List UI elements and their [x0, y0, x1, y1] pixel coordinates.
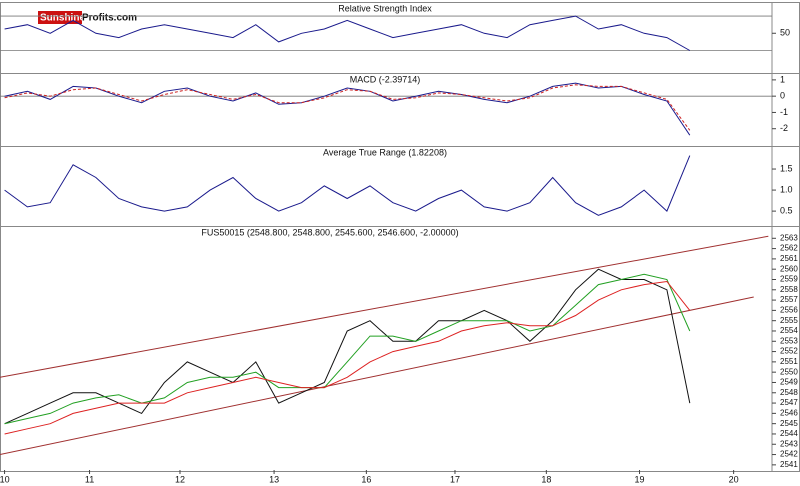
y-tick-label: 2555 [780, 316, 798, 325]
series-line [4, 280, 691, 435]
y-tick-label: 0 [780, 91, 785, 101]
series-line [4, 15, 691, 51]
x-tick-label: 13 [269, 474, 279, 484]
y-tick-label: 2559 [780, 275, 798, 284]
y-tick-label: 1.5 [780, 163, 793, 173]
y-tick-label: 2553 [780, 336, 798, 345]
trend-line [0, 296, 754, 456]
trend-line [0, 235, 769, 378]
logo-domain: Profits.com [82, 13, 137, 24]
y-tick-label: 2550 [780, 367, 798, 376]
logo-brand: Sunshine [40, 13, 85, 24]
y-tick-label: 2549 [780, 378, 798, 387]
panel-title: MACD (-2.39714) [350, 74, 421, 84]
x-tick-label: 10 [0, 474, 10, 484]
series-line [4, 84, 691, 131]
y-tick-label: 2561 [780, 254, 798, 263]
x-tick-label: 18 [541, 474, 551, 484]
y-tick-label: 2554 [780, 326, 798, 335]
y-tick-label: 2546 [780, 408, 798, 417]
y-tick-label: 2551 [780, 357, 798, 366]
x-tick-label: 20 [729, 474, 739, 484]
y-tick-label: 2542 [780, 450, 798, 459]
x-tick-label: 11 [85, 474, 94, 484]
x-tick-label: 16 [361, 474, 371, 484]
y-tick-label: 2545 [780, 419, 798, 428]
y-tick-label: 2552 [780, 347, 798, 356]
y-tick-label: 2557 [780, 295, 798, 304]
x-tick-label: 17 [450, 474, 460, 484]
y-tick-label: 1.0 [780, 184, 793, 194]
y-tick-label: 2548 [780, 388, 798, 397]
panel-title: FUS50015 (2548.800, 2548.800, 2545.600, … [201, 227, 458, 237]
y-tick-label: 2541 [780, 460, 798, 469]
y-tick-label: 50 [780, 28, 790, 38]
y-tick-label: -2 [780, 123, 788, 133]
series-line [4, 155, 691, 216]
y-tick-label: 2558 [780, 285, 798, 294]
panel-title: Relative Strength Index [338, 3, 432, 13]
panel-title: Average True Range (1.82208) [323, 147, 447, 157]
x-tick-label: 12 [175, 474, 185, 484]
logo-badge [38, 11, 82, 24]
series-line [4, 273, 691, 425]
y-tick-label: 2560 [780, 264, 798, 273]
x-tick-label: 19 [635, 474, 645, 484]
y-tick-label: 2544 [780, 429, 798, 438]
y-tick-label: 1 [780, 74, 785, 84]
y-tick-label: 0.5 [780, 205, 793, 215]
y-tick-label: -1 [780, 107, 788, 117]
y-tick-label: 2563 [780, 233, 798, 242]
y-tick-label: 2562 [780, 244, 798, 253]
series-line [4, 82, 691, 136]
y-tick-label: 2556 [780, 305, 798, 314]
y-tick-label: 2547 [780, 398, 798, 407]
y-tick-label: 2543 [780, 439, 798, 448]
